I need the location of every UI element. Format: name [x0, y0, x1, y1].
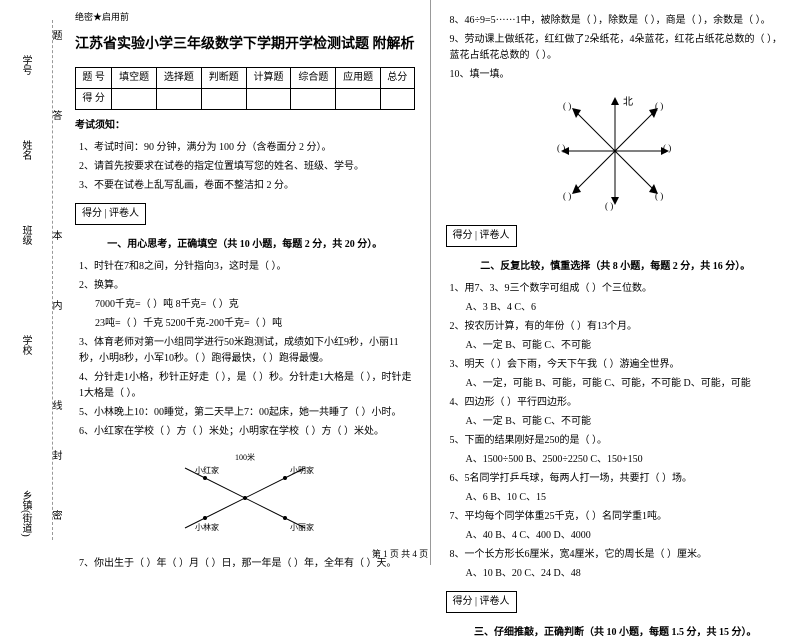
question: 10、填一填。	[446, 67, 786, 83]
table-row: 题 号 填空题 选择题 判断题 计算题 综合题 应用题 总分	[76, 67, 415, 88]
options: A、10 B、20 C、24 D、48	[446, 566, 786, 582]
question: 3、明天（ ）会下雨，今天下午我（ ）游遍全世界。	[446, 357, 786, 373]
score-box: 得分 | 评卷人	[446, 591, 517, 613]
options: A、一定 B、可能 C、不可能	[446, 414, 786, 430]
th: 计算题	[246, 67, 291, 88]
question-sub: 7000千克=（ ）吨 8千克=（ ）克	[75, 297, 415, 313]
cut-label: 密	[48, 510, 63, 520]
question: 8、46÷9=5······1中，被除数是（ ），除数是（ ），商是（ ），余数…	[446, 13, 786, 29]
dashed-fold-line	[52, 20, 53, 540]
svg-text:100米: 100米	[235, 452, 255, 462]
th: 判断题	[201, 67, 246, 88]
x-diagram: 100米 小红家 小明家 小林家 小丽家	[155, 448, 335, 548]
section3-title: 三、仔细推敲，正确判断（共 10 小题，每题 1.5 分，共 15 分）。	[446, 625, 786, 641]
margin-label: 学号	[18, 55, 33, 75]
svg-text:小林家: 小林家	[195, 522, 219, 532]
options: A、3 B、4 C、6	[446, 300, 786, 316]
cut-label: 题	[48, 30, 63, 40]
cut-label: 答	[48, 110, 63, 120]
question: 5、下面的结果刚好是250的是（ ）。	[446, 433, 786, 449]
svg-text:( ): ( )	[557, 143, 565, 153]
compass-diagram: 北 ( ) ( ) ( ) ( ) ( ) ( ) ( )	[545, 91, 685, 211]
cut-label: 线	[48, 400, 63, 410]
svg-text:( ): ( )	[663, 143, 671, 153]
section1-title: 一、用心思考，正确填空（共 10 小题，每题 2 分，共 20 分）。	[75, 237, 415, 253]
score-box: 得分 | 评卷人	[75, 203, 146, 225]
score-table: 题 号 填空题 选择题 判断题 计算题 综合题 应用题 总分 得 分	[75, 67, 415, 110]
exam-title: 江苏省实验小学三年级数学下学期开学检测试题 附解析	[75, 34, 415, 56]
question: 5、小林晚上10：00睡觉，第二天早上7：00起床，她一共睡了（ ）小时。	[75, 405, 415, 421]
th: 应用题	[336, 67, 381, 88]
left-column: 绝密★启用前 江苏省实验小学三年级数学下学期开学检测试题 附解析 题 号 填空题…	[60, 0, 430, 565]
question: 2、按农历计算，有的年份（ ）有13个月。	[446, 319, 786, 335]
question-sub: 23吨=（ ）千克 5200千克-200千克=（ ）吨	[75, 316, 415, 332]
score-box: 得分 | 评卷人	[446, 225, 517, 247]
th: 总分	[381, 67, 414, 88]
svg-text:北: 北	[623, 96, 633, 108]
td	[112, 88, 157, 109]
cut-label: 本	[48, 230, 63, 240]
svg-text:( ): ( )	[605, 201, 613, 211]
question: 7、平均每个同学体重25千克，（ ）名同学重1吨。	[446, 509, 786, 525]
notice-item: 3、不要在试卷上乱写乱画，卷面不整洁扣 2 分。	[75, 178, 415, 194]
cut-label: 内	[48, 300, 63, 310]
page: 绝密★启用前 江苏省实验小学三年级数学下学期开学检测试题 附解析 题 号 填空题…	[0, 0, 800, 565]
svg-text:( ): ( )	[655, 101, 663, 111]
content-area: 绝密★启用前 江苏省实验小学三年级数学下学期开学检测试题 附解析 题 号 填空题…	[60, 0, 800, 565]
options: A、1500÷500 B、2500÷2250 C、150+150	[446, 452, 786, 468]
question: 6、5名同学打乒乓球，每两人打一场，共要打（ ）场。	[446, 471, 786, 487]
page-footer: 第 1 页 共 4 页	[0, 547, 800, 560]
margin-label: 乡镇(街道)	[18, 490, 33, 537]
notice-title: 考试须知：	[75, 118, 415, 134]
cut-label: 封	[48, 450, 63, 460]
question: 6、小红家在学校（ ）方（ ）米处；小明家在学校（ ）方（ ）米处。	[75, 424, 415, 440]
td: 得 分	[76, 88, 112, 109]
secret-tag: 绝密★启用前	[75, 10, 415, 24]
question: 4、四边形（ ）平行四边形。	[446, 395, 786, 411]
question: 2、换算。	[75, 278, 415, 294]
th: 填空题	[112, 67, 157, 88]
margin-label: 姓名	[18, 140, 33, 160]
question: 4、分针走1小格，秒针正好走（ ），是（ ）秒。分针走1大格是（ ），时针走1大…	[75, 370, 415, 402]
options: A、一定，可能 B、可能，可能 C、可能，不可能 D、可能，可能	[446, 376, 786, 392]
margin-label: 学校	[18, 335, 33, 355]
right-column: 8、46÷9=5······1中，被除数是（ ），除数是（ ），商是（ ），余数…	[430, 0, 800, 565]
th: 综合题	[291, 67, 336, 88]
margin-label: 班级	[18, 225, 33, 245]
margin-labels: 题 学号 答 姓名 班级 本 内 学校 线 封 乡镇(街道) 密	[0, 0, 40, 565]
question: 1、用7、3、9三个数字可组成（ ）个三位数。	[446, 281, 786, 297]
options: A、6 B、10 C、15	[446, 490, 786, 506]
svg-text:小红家: 小红家	[195, 465, 219, 475]
svg-text:小丽家: 小丽家	[290, 522, 314, 532]
svg-text:( ): ( )	[563, 101, 571, 111]
notice-item: 2、请首先按要求在试卷的指定位置填写您的姓名、班级、学号。	[75, 159, 415, 175]
notice-item: 1、考试时间：90 分钟，满分为 100 分（含卷面分 2 分）。	[75, 140, 415, 156]
svg-text:( ): ( )	[655, 191, 663, 201]
options: A、40 B、4 C、400 D、4000	[446, 528, 786, 544]
question: 3、体育老师对第一小组同学进行50米跑测试，成绩如下小红9秒，小丽11秒，小明8…	[75, 335, 415, 367]
th: 题 号	[76, 67, 112, 88]
svg-text:小明家: 小明家	[290, 465, 314, 475]
options: A、一定 B、可能 C、不可能	[446, 338, 786, 354]
th: 选择题	[157, 67, 202, 88]
section2-title: 二、反复比较，慎重选择（共 8 小题，每题 2 分，共 16 分）。	[446, 259, 786, 275]
table-row: 得 分	[76, 88, 415, 109]
svg-text:( ): ( )	[563, 191, 571, 201]
question: 1、时针在7和8之间，分针指向3，这时是（ ）。	[75, 259, 415, 275]
question: 9、劳动课上做纸花，红红做了2朵纸花，4朵蓝花，红花占纸花总数的（ ），蓝花占纸…	[446, 32, 786, 64]
